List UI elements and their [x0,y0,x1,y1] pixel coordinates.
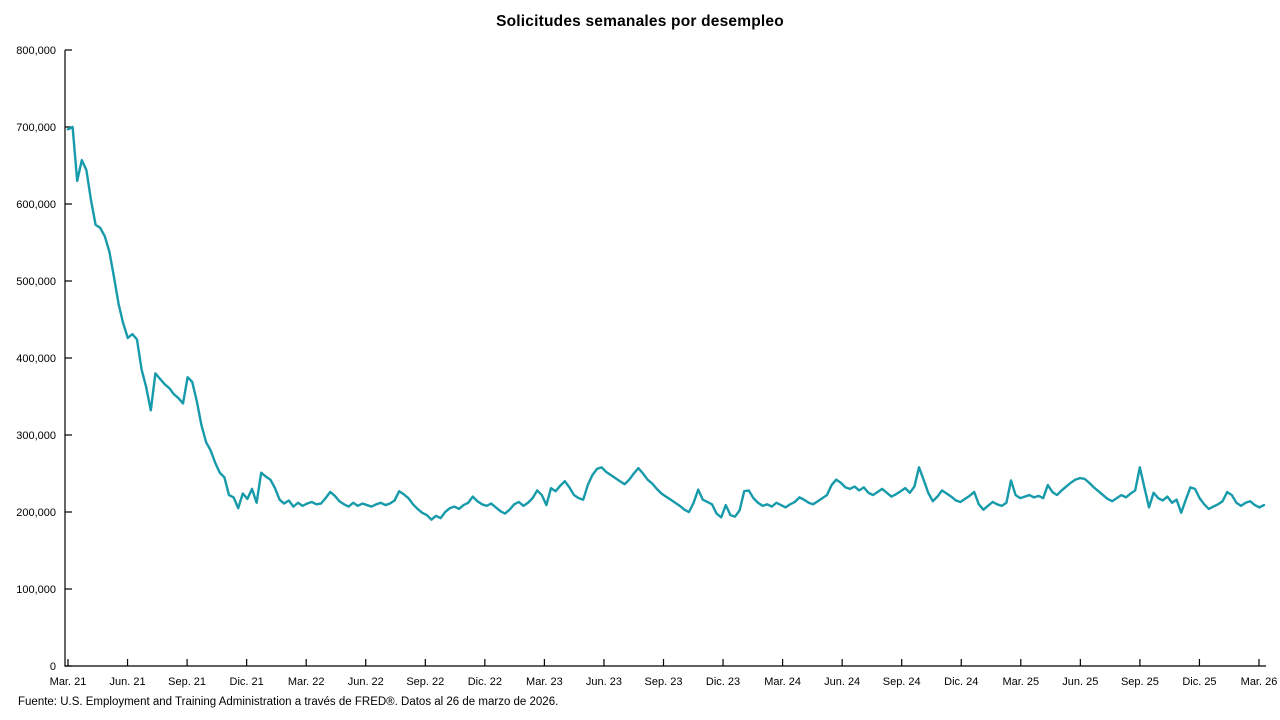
y-tick-label: 100,000 [16,584,56,596]
x-tick-label: Mar. 24 [764,676,801,688]
x-tick-label: Sep. 22 [406,676,444,688]
x-tick-label: Sep. 25 [1121,676,1159,688]
x-tick-label: Dic. 21 [230,676,264,688]
x-tick-label: Mar. 25 [1002,676,1039,688]
x-tick-label: Jun. 25 [1062,676,1098,688]
x-tick-label: Jun. 22 [348,676,384,688]
y-tick-label: 700,000 [16,122,56,134]
y-tick-label: 200,000 [16,507,56,519]
x-tick-label: Dic. 22 [468,676,502,688]
x-tick-label: Dic. 25 [1182,676,1216,688]
x-tick-label: Sep. 21 [168,676,206,688]
x-tick-label: Jun. 24 [824,676,860,688]
y-tick-label: 400,000 [16,353,56,365]
y-tick-label: 300,000 [16,430,56,442]
x-tick-label: Mar. 23 [526,676,563,688]
chart-title: Solicitudes semanales por desempleo [496,13,784,30]
source-note: Fuente: U.S. Employment and Training Adm… [18,696,559,708]
x-tick-label: Sep. 24 [883,676,921,688]
y-tick-label: 500,000 [16,276,56,288]
y-tick-label: 0 [50,661,56,673]
x-tick-label: Sep. 23 [645,676,683,688]
x-tick-label: Dic. 24 [944,676,978,688]
y-tick-label: 800,000 [16,45,56,57]
x-tick-label: Mar. 21 [50,676,87,688]
x-tick-label: Dic. 23 [706,676,740,688]
data-line-solicitudes-iniciales-de-desempleo [66,125,1266,521]
x-tick-label: Mar. 22 [288,676,325,688]
y-tick-label: 600,000 [16,199,56,211]
x-tick-label: Mar. 26 [1241,676,1278,688]
axis-lines [64,50,1266,667]
x-tick-label: Jun. 23 [586,676,622,688]
x-tick-label: Jun. 21 [110,676,146,688]
